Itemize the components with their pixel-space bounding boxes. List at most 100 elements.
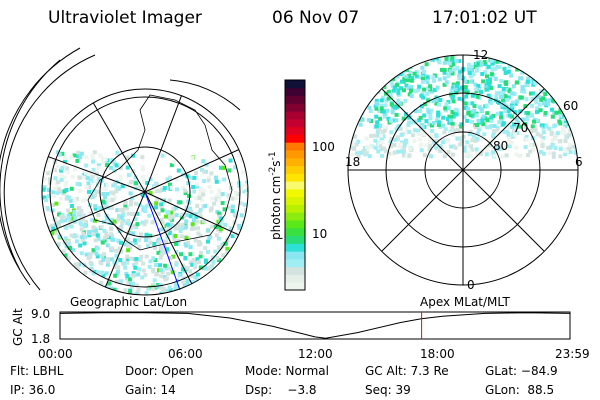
emission-pixel: [104, 205, 109, 210]
emission-pixel: [486, 64, 491, 69]
emission-pixel: [108, 286, 113, 291]
emission-pixel: [495, 91, 500, 96]
emission-pixel: [90, 174, 95, 179]
emission-pixel: [63, 265, 68, 270]
emission-pixel: [503, 109, 508, 114]
emission-pixel: [136, 272, 141, 277]
emission-pixel: [568, 142, 573, 147]
emission-pixel: [250, 288, 254, 292]
emission-pixel: [484, 152, 489, 157]
emission-pixel: [393, 63, 398, 68]
emission-pixel: [84, 252, 89, 257]
emission-pixel: [46, 194, 51, 199]
emission-pixel: [160, 153, 165, 158]
polar-mlt-plot: 12 18 6 0 60 70 80: [345, 48, 583, 292]
emission-pixel: [148, 191, 153, 196]
emission-pixel: [57, 152, 62, 157]
emission-pixel: [511, 84, 516, 89]
emission-pixel: [82, 241, 87, 246]
emission-pixel: [198, 254, 203, 259]
emission-pixel: [227, 168, 232, 173]
emission-pixel: [194, 184, 199, 189]
colorbar-swatch: [285, 181, 305, 190]
emission-pixel: [500, 122, 505, 127]
emission-pixel: [446, 106, 451, 111]
emission-pixel: [117, 246, 122, 251]
emission-pixel: [105, 163, 110, 168]
emission-pixel: [478, 90, 483, 95]
emission-pixel: [354, 86, 359, 91]
emission-pixel: [497, 130, 502, 135]
emission-pixel: [140, 167, 145, 172]
emission-pixel: [132, 262, 137, 267]
emission-pixel: [42, 289, 46, 294]
emission-pixel: [555, 68, 560, 73]
emission-pixel: [457, 96, 462, 101]
emission-pixel: [506, 131, 511, 136]
emission-pixel: [533, 55, 538, 60]
emission-pixel: [360, 86, 365, 91]
emission-pixel: [199, 250, 204, 255]
emission-pixel: [379, 98, 384, 103]
emission-pixel: [535, 132, 540, 137]
emission-pixel: [105, 259, 110, 264]
emission-pixel: [230, 272, 235, 277]
emission-pixel: [455, 108, 460, 113]
emission-pixel: [444, 80, 449, 85]
emission-pixel: [131, 281, 136, 286]
emission-pixel: [441, 115, 446, 120]
emission-pixel: [86, 229, 91, 234]
emission-pixel: [455, 125, 460, 130]
emission-pixel: [92, 188, 97, 193]
emission-pixel: [198, 186, 203, 191]
emission-pixel: [51, 275, 56, 280]
emission-pixel: [483, 70, 488, 75]
emission-pixel: [221, 166, 226, 171]
emission-pixel: [220, 201, 225, 206]
colorbar: [284, 79, 306, 291]
emission-pixel: [77, 182, 82, 187]
emission-pixel: [133, 265, 138, 270]
emission-pixel: [85, 176, 90, 181]
emission-pixel: [220, 293, 225, 295]
emission-pixel: [72, 197, 77, 202]
emission-pixel: [390, 63, 395, 68]
emission-pixel: [407, 92, 412, 97]
emission-pixel: [470, 93, 475, 98]
emission-pixel: [363, 68, 368, 73]
emission-pixel: [379, 58, 384, 63]
emission-pixel: [476, 118, 481, 123]
emission-pixel: [396, 98, 401, 103]
emission-pixel: [190, 156, 195, 161]
emission-pixel: [464, 153, 469, 158]
emission-pixel: [91, 248, 96, 253]
emission-pixel: [489, 118, 494, 123]
emission-pixel: [217, 258, 222, 263]
emission-pixel: [538, 108, 543, 113]
emission-pixel: [515, 67, 520, 72]
emission-pixel: [70, 216, 75, 221]
emission-pixel: [579, 117, 583, 121]
emission-pixel: [389, 137, 394, 142]
emission-pixel: [364, 98, 369, 103]
emission-pixel: [508, 140, 513, 145]
emission-pixel: [548, 73, 553, 78]
colorbar-swatch: [285, 188, 305, 198]
emission-pixel: [552, 80, 557, 85]
emission-pixel: [229, 257, 234, 262]
emission-pixel: [126, 218, 131, 223]
emission-pixel: [459, 74, 464, 79]
emission-pixel: [80, 213, 85, 218]
emission-pixel: [567, 71, 572, 76]
emission-pixel: [500, 94, 505, 99]
emission-pixel: [482, 60, 487, 65]
emission-pixel: [394, 82, 399, 87]
emission-pixel: [558, 121, 563, 126]
emission-pixel: [363, 70, 368, 75]
emission-pixel: [230, 234, 235, 239]
xtick: 23:59: [555, 347, 590, 361]
emission-pixel: [571, 120, 576, 125]
emission-pixel: [511, 100, 516, 105]
emission-pixel: [431, 78, 436, 83]
colorbar-swatch: [285, 111, 305, 120]
